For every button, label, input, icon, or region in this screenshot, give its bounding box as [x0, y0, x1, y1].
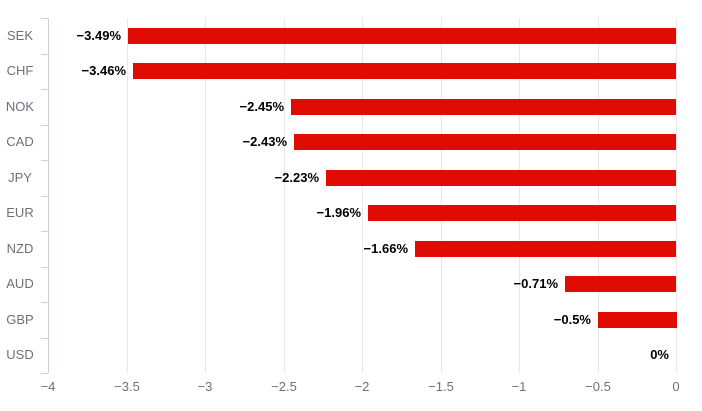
value-label: −0.71%: [513, 276, 558, 291]
y-axis-tick: [41, 196, 48, 197]
x-tick-label: −1.5: [428, 379, 454, 394]
y-axis-tick: [41, 231, 48, 232]
category-label: EUR: [6, 205, 34, 220]
bar-nzd: [415, 241, 676, 257]
x-gridline: [127, 18, 128, 373]
category-label: USD: [6, 347, 34, 362]
bar-eur: [368, 205, 676, 221]
x-tick-label: −4: [40, 379, 56, 394]
value-label: −2.23%: [274, 170, 319, 185]
category-label: NOK: [5, 99, 35, 114]
y-axis-tick: [41, 160, 48, 161]
y-axis-tick: [41, 302, 48, 303]
category-label: CHF: [6, 63, 34, 78]
value-label: −0.5%: [553, 312, 591, 327]
x-gridline: [441, 18, 442, 373]
value-label: −2.43%: [242, 134, 287, 149]
y-axis-tick: [41, 373, 48, 374]
bar-chf: [133, 63, 676, 79]
x-tick-label: −2.5: [271, 379, 297, 394]
x-gridline: [205, 18, 206, 373]
x-gridline: [362, 18, 363, 373]
y-axis-tick: [41, 54, 48, 55]
bar-sek: [128, 28, 676, 44]
bar-gbp: [598, 312, 677, 328]
category-label: GBP: [6, 312, 34, 327]
category-label: JPY: [8, 170, 32, 185]
x-gridline: [676, 18, 677, 373]
x-tick-label: −3.5: [114, 379, 140, 394]
value-label: 0%: [650, 347, 669, 362]
category-label: AUD: [6, 276, 34, 291]
category-label: SEK: [6, 28, 33, 43]
category-label: NZD: [6, 241, 34, 256]
category-label: CAD: [6, 134, 34, 149]
x-tick-label: −1: [511, 379, 527, 394]
y-axis-tick: [41, 338, 48, 339]
x-gridline: [519, 18, 520, 373]
x-tick-label: −2: [354, 379, 370, 394]
bar-nok: [291, 99, 676, 115]
x-tick-label: −0.5: [585, 379, 611, 394]
y-axis-tick: [41, 125, 48, 126]
y-axis-line: [48, 18, 49, 373]
bar-cad: [294, 134, 676, 150]
value-label: −2.45%: [239, 99, 284, 114]
x-tick-label: 0: [672, 379, 680, 394]
value-label: −1.96%: [316, 205, 361, 220]
y-axis-tick: [41, 267, 48, 268]
value-label: −1.66%: [363, 241, 408, 256]
x-tick-label: −3: [197, 379, 213, 394]
value-label: −3.49%: [76, 28, 121, 43]
y-axis-tick: [41, 89, 48, 90]
x-gridline: [284, 18, 285, 373]
bar-aud: [565, 276, 676, 292]
value-label: −3.46%: [81, 63, 126, 78]
bar-jpy: [326, 170, 676, 186]
y-axis-tick: [41, 18, 48, 19]
x-gridline: [598, 18, 599, 373]
